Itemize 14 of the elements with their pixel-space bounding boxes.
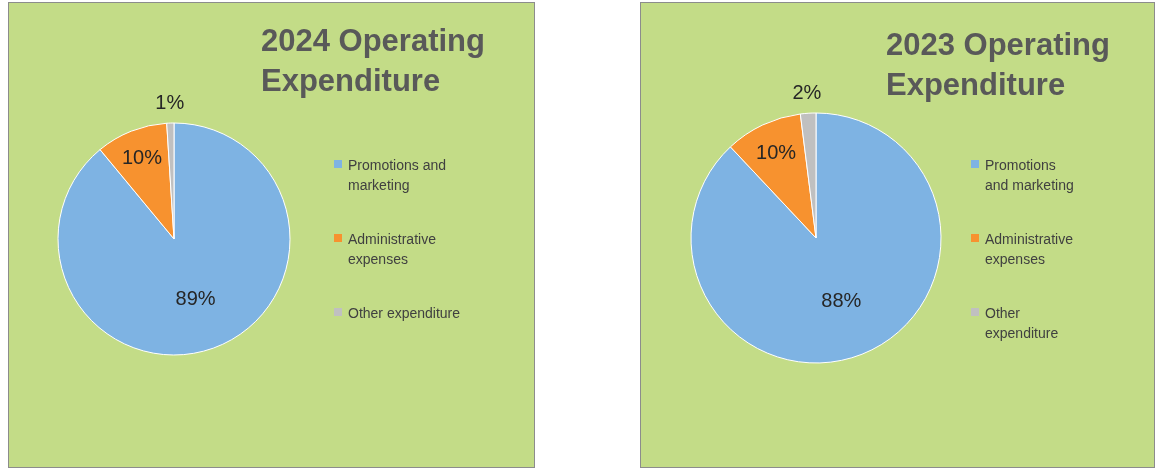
legend-label: Promotions and marketing	[985, 157, 1074, 193]
data-label: 88%	[821, 289, 862, 312]
legend-label: Administrative expenses	[348, 231, 436, 267]
legend-label: Other expenditure	[985, 305, 1059, 341]
legend-label: Administrative expenses	[985, 231, 1073, 267]
data-label: 1%	[155, 90, 185, 113]
legend-label: Promotions and marketing	[348, 157, 447, 193]
data-label: 10%	[121, 145, 163, 168]
chart-title: 2023 Operating Expenditure	[886, 26, 1111, 104]
data-label: 89%	[175, 286, 216, 309]
chart-title: 2024 Operating Expenditure	[261, 22, 486, 100]
data-label: 2%	[792, 80, 822, 103]
legend-label: Other expenditure	[348, 305, 461, 321]
data-label: 10%	[756, 140, 797, 163]
